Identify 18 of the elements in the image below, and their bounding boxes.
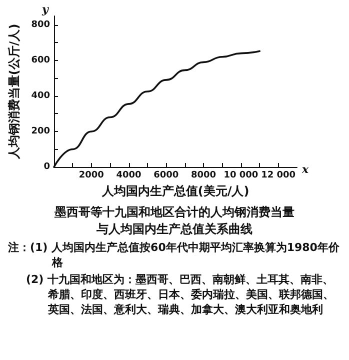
text: y [41,3,50,16]
y-tick-label: 400 [31,90,50,101]
y-tick-label: 0 [44,162,50,172]
y-tick-label: 200 [31,126,50,136]
x-tick-label: 8000 [191,170,216,180]
x-tick-label: 12 000 [261,170,296,180]
text: (2) 十九国和地区为：墨西哥、巴西、南朝鲜、土耳其、南非、希腊、印度、西班牙、日本、委内瑞拉、美国、联邦德国、英国、法国、意利大、瑞典、加拿大、澳大利亚和奥地利 [26,272,335,317]
text: 注：(1) 人均国内生产总值按60年代中期平均汇率换算为1980年价格 [8,240,340,270]
x-tick-label: 6000 [154,170,179,180]
text: 墨西哥等十九国和地区合计的人均钢消费当量与人均国内生产总值关系曲线 [54,204,296,238]
x-tick-label: 4000 [116,170,142,180]
y-axis-title: 人均钢消费当量(公斤/人) [7,24,21,160]
text: x [301,163,309,176]
y-tick-label: 800 [31,20,50,30]
x-tick-label: 10 000 [224,170,258,180]
y-tick-label: 600 [31,55,50,66]
x-tick-label: 2000 [78,170,104,180]
x-axis-title: 人均国内生产总值(美元/人) [100,184,250,198]
